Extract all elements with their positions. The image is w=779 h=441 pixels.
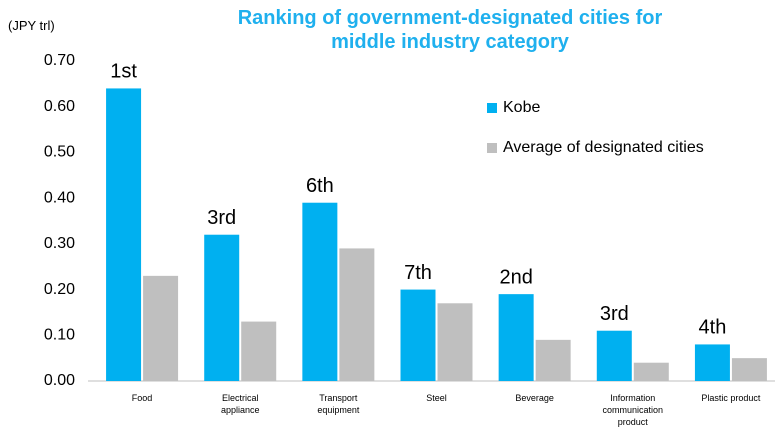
bar	[498, 294, 534, 381]
rank-label: 1st	[110, 61, 137, 83]
y-tick-label: 0.40	[44, 189, 75, 206]
rank-label: 2nd	[499, 266, 532, 288]
y-tick-label: 0.00	[44, 372, 75, 389]
bar	[143, 275, 179, 381]
rank-label: 3rd	[600, 303, 629, 325]
rank-label: 6th	[306, 175, 334, 197]
x-tick-label: Beverage	[515, 393, 554, 403]
rank-label: 4th	[699, 317, 727, 339]
bar	[633, 362, 669, 381]
chart-title: Ranking of government-designated cities …	[237, 7, 663, 53]
bar	[106, 88, 142, 381]
rank-label: 3rd	[207, 207, 236, 229]
bar	[596, 330, 632, 381]
bar	[731, 358, 767, 381]
bar	[241, 321, 277, 381]
bar	[535, 339, 571, 381]
bar	[204, 234, 240, 381]
rank-label: 7th	[404, 262, 432, 284]
x-tick-label: Transport equipment	[317, 393, 360, 415]
legend-swatch	[487, 103, 497, 113]
y-tick-label: 0.30	[44, 235, 75, 252]
y-tick-label: 0.70	[44, 52, 75, 69]
y-tick-label: 0.50	[44, 144, 75, 161]
bar	[400, 289, 436, 381]
x-tick-label: Information communication product	[602, 393, 664, 427]
x-tick-label: Food	[131, 393, 153, 403]
y-tick-label: 0.60	[44, 98, 75, 115]
x-tick-label: Steel	[426, 393, 447, 403]
bar	[339, 248, 375, 381]
legend-swatch	[487, 143, 497, 153]
x-tick-label: Electrical appliance	[220, 393, 260, 415]
legend-label: Kobe	[503, 99, 540, 116]
x-tick-label: Plastic product	[701, 393, 761, 403]
bar	[694, 344, 730, 381]
y-tick-label: 0.20	[44, 281, 75, 298]
legend-label: Average of designated cities	[503, 139, 704, 156]
bar	[437, 303, 473, 381]
y-tick-label: 0.10	[44, 327, 75, 344]
bar	[302, 202, 338, 381]
y-axis-label: (JPY trl)	[8, 18, 55, 33]
